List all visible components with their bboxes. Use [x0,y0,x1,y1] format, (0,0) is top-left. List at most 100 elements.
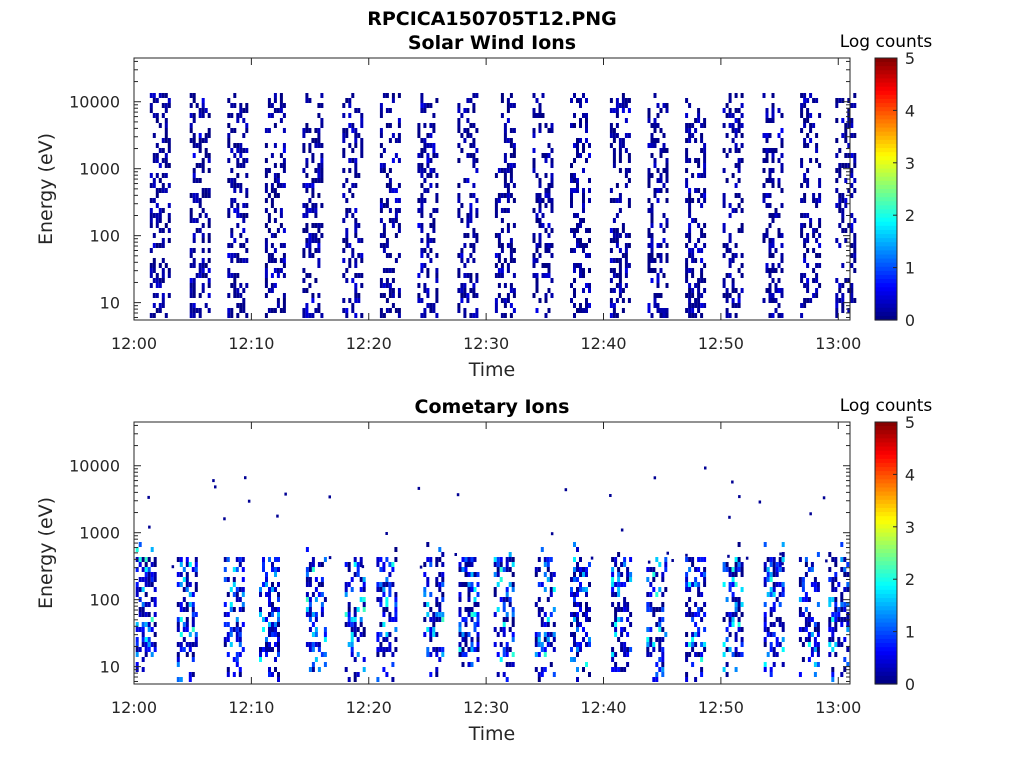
data-cell [656,308,660,313]
data-cell [650,268,654,273]
data-cell [379,647,383,652]
data-cell [775,582,779,587]
data-cell [694,188,698,193]
data-cell [511,612,515,617]
data-cell [152,113,156,118]
data-cell [239,233,243,238]
data-cell [167,273,171,278]
data-cell [161,113,165,118]
data-cell [345,268,349,273]
data-cell [472,248,476,253]
data-cell [537,632,541,637]
data-cell [189,303,193,308]
data-cell [662,308,666,313]
data-cell [457,213,461,218]
data-cell [429,562,433,567]
data-cell [189,123,193,128]
data-cell [588,253,591,258]
data-cell [360,283,364,288]
data-cell [841,303,845,308]
data-cell [229,632,233,637]
data-cell [397,313,401,318]
colorbar-segment [875,544,897,550]
data-cell [549,592,553,597]
data-cell [844,278,848,283]
data-cell [728,293,732,298]
data-cell [588,642,591,647]
data-cell [496,557,500,562]
data-cell [804,597,808,602]
data-cell [691,273,695,278]
data-cell [807,637,811,642]
data-cell [463,283,467,288]
data-cell [646,627,650,632]
data-cell [141,622,145,627]
colorbar-segment [875,201,897,206]
y-tick-label: 10000 [69,457,120,476]
data-cell [809,138,813,143]
data-cell [429,223,433,228]
data-cell [503,173,507,178]
data-cell [508,597,512,602]
data-cell [661,637,665,642]
data-cell [550,278,554,283]
data-cell [734,148,738,153]
data-cell [467,632,471,637]
data-cell [201,98,205,103]
data-cell [549,642,553,647]
data-cell [236,253,240,258]
data-cell [734,128,738,133]
data-cell [843,557,847,562]
data-cell [573,288,576,293]
data-cell [850,253,854,258]
data-cell [650,143,654,148]
data-cell [236,303,240,308]
data-cell [207,128,211,133]
data-cell [235,657,239,662]
data-cell [781,582,785,587]
data-cell [650,203,654,208]
data-cell [609,303,613,308]
data-cell [138,647,142,652]
data-cell [153,632,157,637]
data-cell [809,218,813,223]
data-cell [267,103,271,108]
data-cell [502,597,506,602]
data-cell [379,208,383,213]
data-cell [703,572,707,577]
data-cell [831,577,835,582]
data-cell [853,153,857,158]
data-cell [728,617,732,622]
data-cell [722,652,726,657]
data-cell [226,672,230,677]
data-cell [473,587,477,592]
data-cell [195,218,199,223]
data-cell [360,138,364,143]
data-cell [691,248,695,253]
data-cell [835,118,839,123]
x-tick-label: 12:20 [346,334,392,353]
data-cell [435,173,439,178]
data-cell [835,168,839,173]
data-cell [803,243,807,248]
data-cell [812,123,816,128]
x-axis-label: Time [468,359,516,381]
x-axis-label: Time [468,723,516,745]
data-cell [647,258,651,263]
data-cell [766,652,770,657]
data-cell [588,198,591,203]
data-cell [194,587,198,592]
data-cell [354,138,358,143]
data-cell [502,647,506,652]
data-cell [239,258,243,263]
data-cell [806,238,810,243]
data-cell [353,617,357,622]
data-cell [535,193,539,198]
data-cell [472,93,476,98]
data-cell [547,153,551,158]
data-cell [609,143,613,148]
data-cell [282,303,286,308]
data-cell [423,168,427,173]
data-cell [835,238,839,243]
